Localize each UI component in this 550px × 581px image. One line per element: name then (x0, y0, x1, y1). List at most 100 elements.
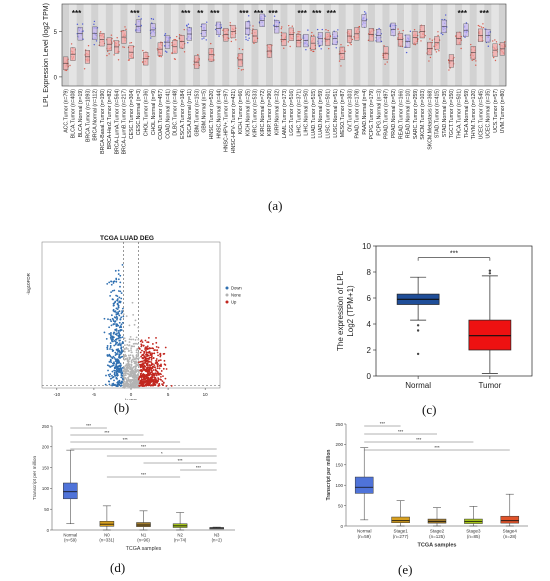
y-tick-label: 200 (42, 445, 50, 450)
data-point-down (109, 366, 112, 368)
data-point (409, 30, 412, 33)
data-point (316, 28, 319, 31)
data-point-down (116, 312, 119, 315)
data-point-down (116, 308, 119, 310)
data-point-up (157, 377, 159, 379)
data-point-down (117, 311, 119, 314)
data-point-down (109, 295, 112, 297)
significance-label: *** (298, 9, 308, 18)
data-point (117, 59, 120, 61)
data-point-none (122, 386, 124, 389)
plot-frame (375, 245, 533, 377)
data-point-none (135, 381, 138, 384)
data-point-none (130, 363, 133, 366)
data-point-none (129, 354, 132, 357)
data-point-down (116, 351, 119, 353)
data-point-down (116, 385, 119, 387)
data-point-none (128, 344, 130, 347)
legend-label-none: None (231, 293, 242, 298)
comparison-label: *** (434, 445, 440, 450)
y-tick-label: 150 (335, 463, 343, 468)
data-point-down (118, 310, 121, 313)
data-point-down (114, 366, 117, 368)
data-point-down (114, 301, 116, 304)
data-point (405, 51, 408, 54)
column-band (200, 4, 208, 86)
data-point-down (117, 306, 120, 309)
data-point-up (160, 370, 163, 372)
data-point-up (146, 382, 148, 385)
data-point-down (117, 278, 120, 281)
data-point-none (125, 382, 128, 384)
data-point (384, 63, 386, 65)
x-tick-label: UCEC.Tumor (n=545) (478, 89, 484, 140)
x-tick-label: READ.Tumor (n=166) (398, 89, 404, 139)
x-tick-label: KICH.Normal (n=25) (245, 89, 251, 136)
data-point-none (135, 369, 137, 372)
x-tick-label: BRCA-Her2.Tumor (n=82) (107, 89, 113, 149)
data-point-none (135, 336, 138, 339)
data-point (128, 59, 131, 61)
data-point (238, 48, 241, 50)
column-band (134, 4, 143, 86)
data-point-up (156, 367, 159, 370)
data-point-none (127, 348, 129, 350)
data-point (328, 47, 330, 50)
data-point-down (117, 269, 120, 272)
data-point-up (155, 345, 158, 348)
data-point-down (110, 283, 113, 286)
y-tick-label: 6 (367, 294, 372, 303)
data-point (287, 41, 290, 43)
data-point-down (114, 374, 117, 377)
data-point (183, 51, 186, 53)
x-tick-count: (n=74) (174, 538, 187, 543)
data-point (70, 43, 73, 45)
data-point-up (145, 353, 148, 355)
column-band (360, 4, 368, 86)
box (500, 515, 520, 524)
data-point-down (113, 289, 116, 292)
data-point-down (115, 277, 118, 280)
data-point (150, 37, 152, 39)
data-point (142, 49, 144, 52)
data-point-none (137, 355, 139, 358)
data-point (197, 53, 199, 56)
data-point-none (133, 323, 136, 326)
data-point-up (157, 363, 159, 365)
column-band (338, 4, 346, 86)
data-point-down (116, 358, 119, 361)
data-point-none (127, 369, 130, 372)
data-point-none (134, 374, 136, 377)
data-point-up (143, 376, 146, 379)
data-point (310, 35, 313, 37)
data-point (203, 37, 205, 39)
x-tick-label: N2 (177, 532, 183, 537)
outlier (416, 324, 420, 327)
data-point (107, 50, 109, 53)
data-point-down (115, 334, 118, 336)
data-point-up (158, 373, 161, 375)
data-point-up (138, 377, 140, 380)
data-point-up (154, 362, 157, 365)
data-point-up (139, 380, 142, 383)
plot-frame (61, 3, 507, 87)
data-point-up (141, 349, 143, 352)
data-point-down (120, 349, 123, 351)
data-point-down (111, 337, 114, 339)
data-point-up (140, 343, 143, 346)
data-point (327, 29, 329, 32)
data-point-up (148, 358, 150, 361)
data-point-none (122, 313, 125, 316)
data-point-up (148, 366, 151, 369)
data-point-none (127, 376, 130, 379)
box (63, 482, 78, 500)
x-tick-label: TGCT.Tumor (n=150) (449, 89, 455, 139)
data-point-down (119, 339, 121, 342)
column-band (229, 4, 237, 86)
data-point-none (130, 347, 133, 350)
data-point-down (103, 331, 106, 334)
data-point-down (114, 329, 117, 331)
data-point-none (127, 384, 130, 387)
data-point-down (122, 342, 124, 345)
data-point-down (112, 308, 115, 311)
